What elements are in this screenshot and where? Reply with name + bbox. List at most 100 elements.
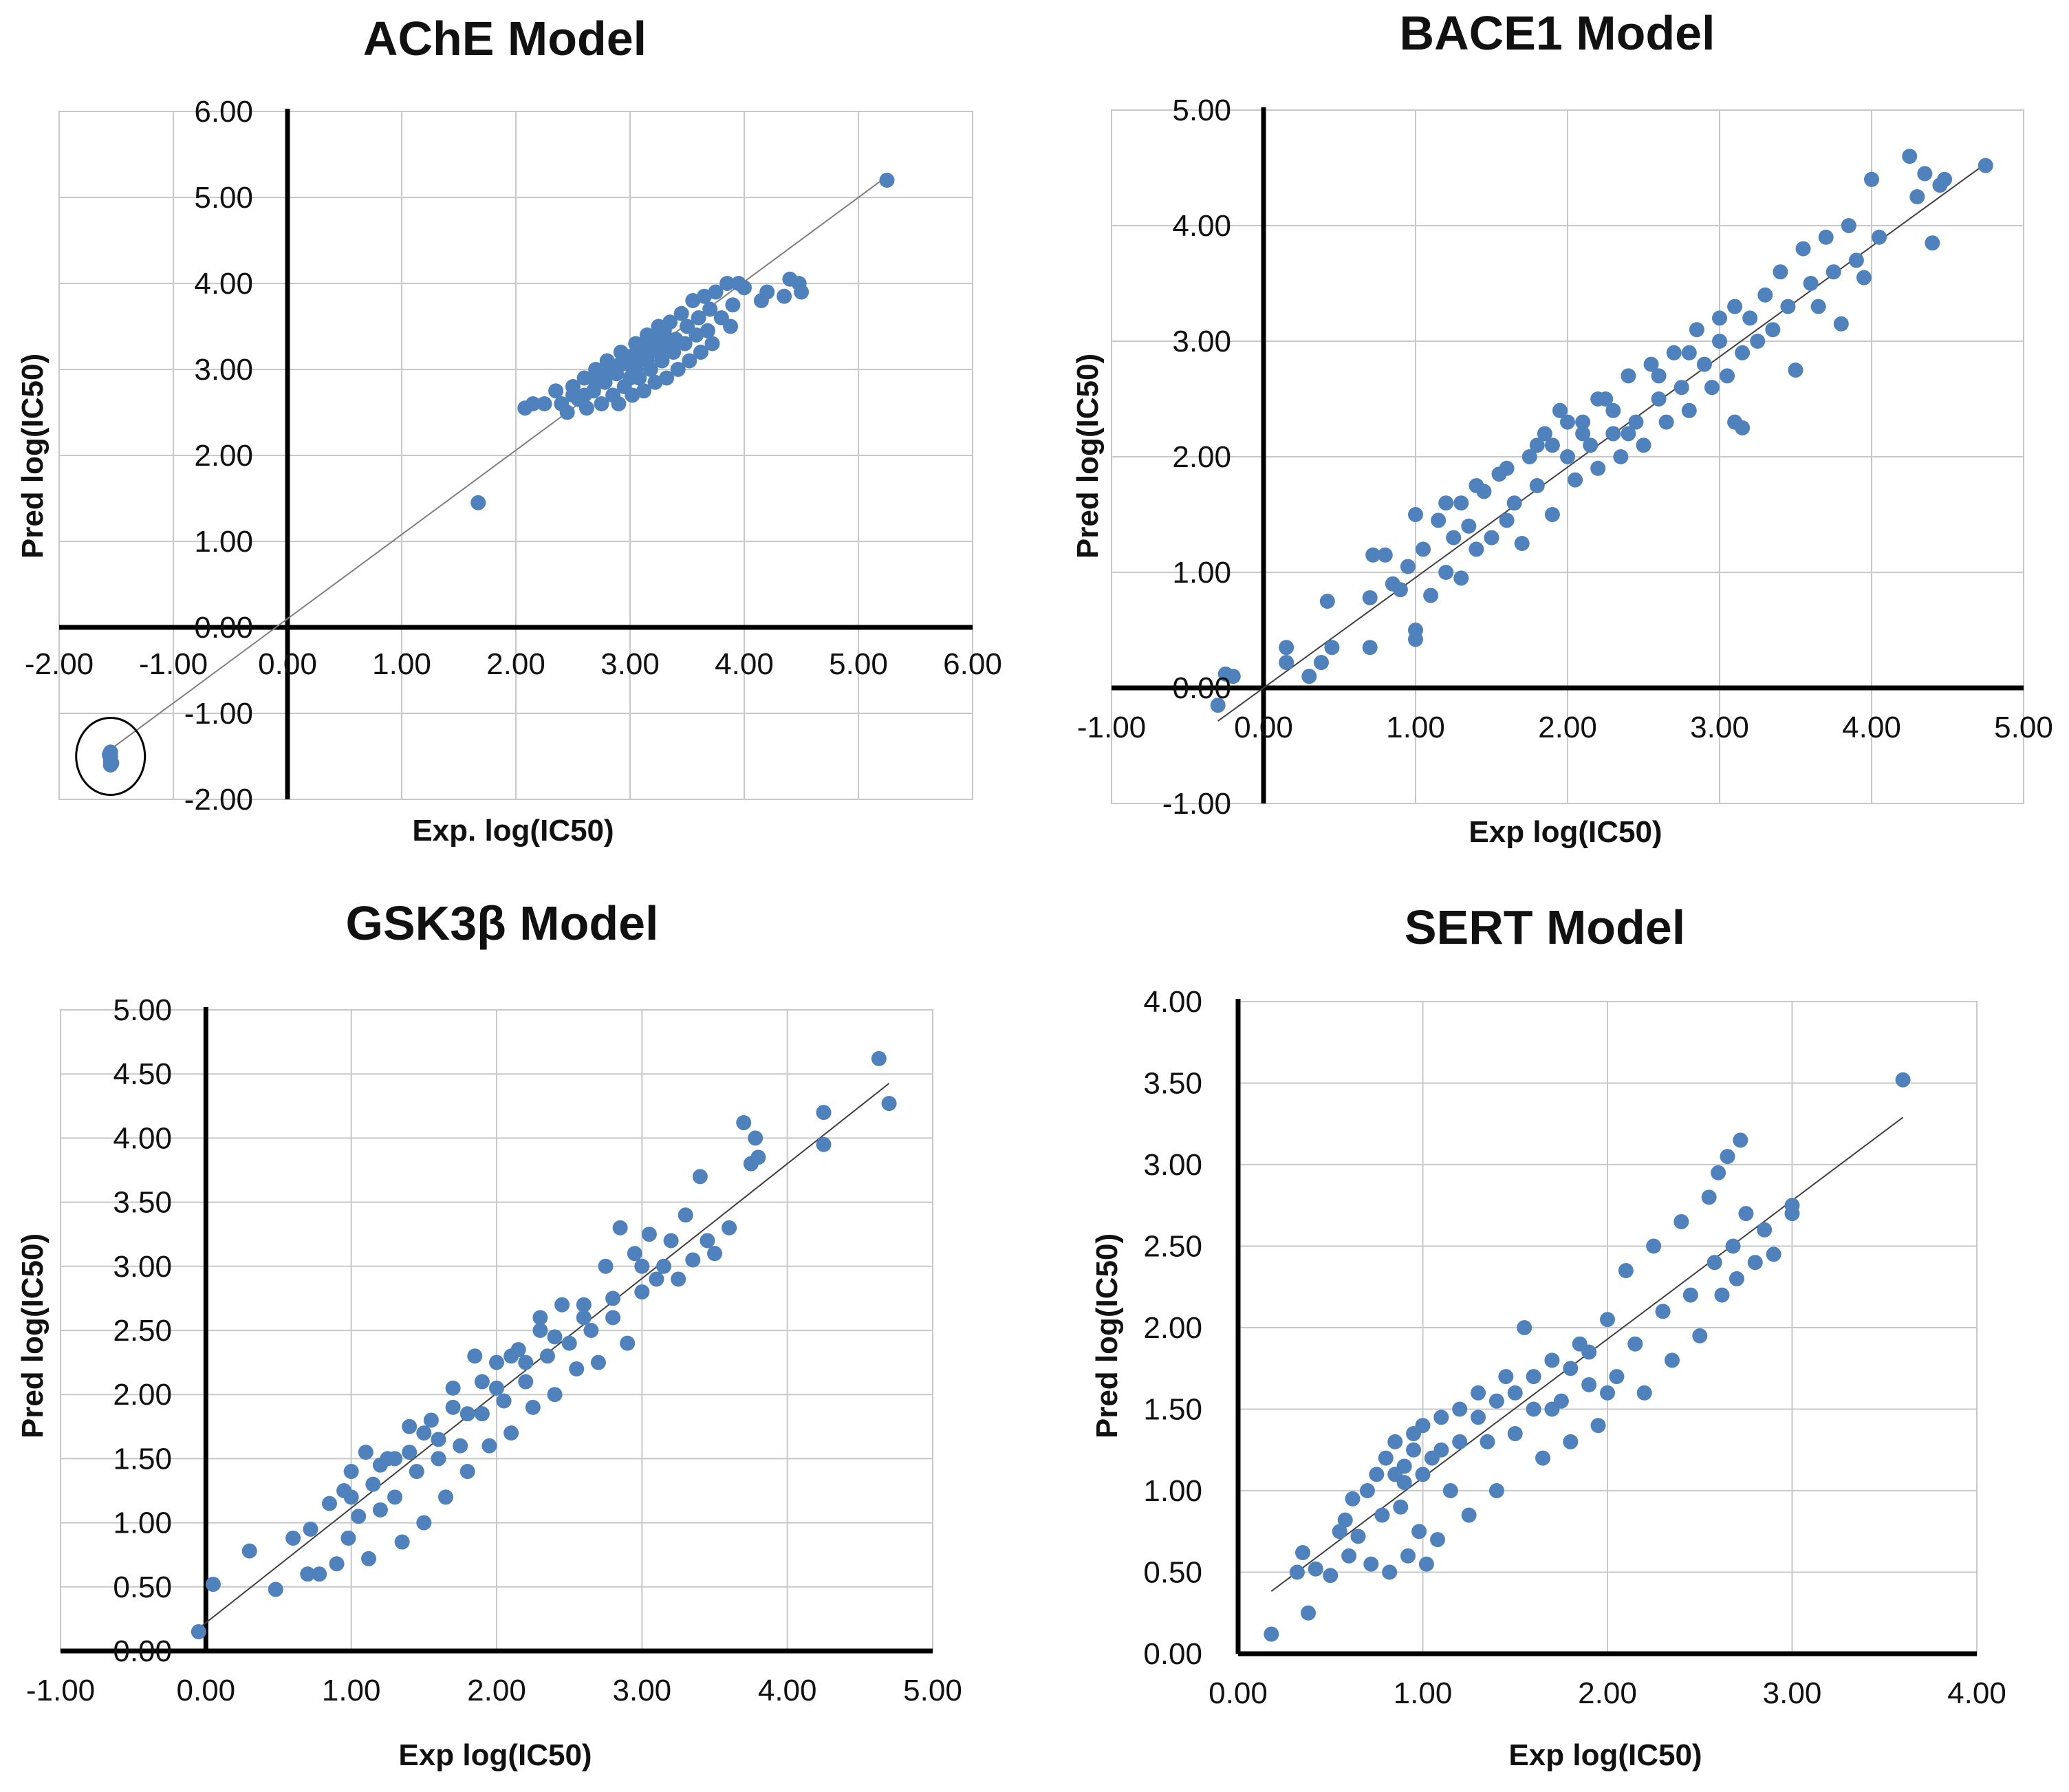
data-point: [1681, 345, 1697, 360]
data-point: [634, 1284, 650, 1300]
x-axis-label: Exp log(IC50): [1469, 815, 1662, 849]
data-point: [725, 297, 741, 313]
data-point: [537, 396, 552, 411]
data-point: [467, 1348, 483, 1364]
data-point: [1818, 229, 1834, 245]
data-point: [1488, 1393, 1504, 1409]
data-point: [445, 1380, 461, 1396]
y-tick-label: 3.00: [1143, 1148, 1202, 1182]
y-tick-label: 4.00: [194, 267, 253, 301]
y-tick-label: 2.00: [1172, 440, 1231, 474]
data-point: [1765, 322, 1781, 338]
data-point: [474, 1406, 490, 1422]
data-point: [691, 310, 706, 325]
data-point: [1750, 334, 1766, 349]
x-tick-label: 4.00: [1947, 1676, 2006, 1710]
data-point: [1544, 1352, 1560, 1368]
data-point: [1784, 1206, 1800, 1222]
data-point: [1725, 1238, 1741, 1254]
data-point: [700, 323, 715, 338]
data-point: [1453, 495, 1469, 511]
data-point: [416, 1425, 432, 1441]
data-point: [1909, 189, 1925, 204]
data-point: [1563, 1434, 1579, 1449]
y-tick-label: 2.00: [113, 1378, 172, 1412]
data-point: [1605, 402, 1621, 418]
data-point: [1666, 345, 1682, 360]
data-point: [532, 1310, 548, 1326]
data-point: [1742, 310, 1758, 326]
data-point: [569, 1361, 585, 1377]
data-point: [1766, 1246, 1781, 1262]
y-axis-label: Pred log(IC50): [16, 1233, 50, 1438]
data-point: [1583, 438, 1599, 453]
data-point: [470, 495, 486, 510]
highlight-circle: [75, 717, 147, 796]
data-point: [1415, 1467, 1431, 1482]
data-point: [431, 1451, 446, 1467]
data-point: [1406, 1442, 1422, 1458]
x-tick-label: -1.00: [139, 647, 208, 681]
x-tick-label: 6.00: [943, 647, 1002, 681]
data-point: [673, 305, 689, 321]
data-point: [1308, 1561, 1323, 1577]
data-point: [1712, 334, 1727, 349]
y-tick-label: 0.50: [1143, 1556, 1202, 1590]
data-point: [361, 1551, 377, 1566]
data-point: [633, 340, 649, 356]
data-point: [1651, 391, 1667, 407]
data-point: [1613, 449, 1629, 464]
data-point: [1535, 1450, 1551, 1466]
x-tick-label: -1.00: [26, 1674, 95, 1707]
data-point: [1937, 171, 1953, 187]
data-point: [1469, 541, 1484, 557]
data-point: [1529, 438, 1545, 453]
data-point: [685, 1252, 701, 1268]
data-point: [1350, 1529, 1366, 1544]
data-point: [1682, 1287, 1698, 1303]
y-axis-label: Pred log(IC50): [1090, 1233, 1124, 1438]
data-point: [1416, 541, 1431, 557]
x-tick-label: 2.00: [1578, 1676, 1637, 1710]
data-point: [693, 345, 708, 360]
data-point: [1689, 322, 1704, 338]
data-point: [737, 280, 752, 296]
data-point: [481, 1438, 497, 1454]
x-tick-label: 3.00: [1690, 711, 1749, 744]
data-point: [1369, 1467, 1385, 1482]
y-tick-label: 3.00: [194, 353, 253, 387]
data-point: [670, 362, 686, 377]
y-tick-label: 3.00: [113, 1250, 172, 1284]
data-point: [329, 1556, 345, 1572]
data-point: [1452, 1434, 1468, 1449]
data-point: [409, 1464, 424, 1480]
data-point: [696, 288, 712, 304]
y-tick-label: -1.00: [1162, 787, 1231, 821]
data-point: [459, 1464, 475, 1480]
data-point: [682, 353, 697, 369]
data-point: [1681, 402, 1697, 418]
data-point: [1544, 507, 1560, 522]
data-point: [453, 1438, 468, 1454]
x-axis-label: Exp log(IC50): [398, 1738, 592, 1772]
x-tick-label: 1.00: [322, 1674, 381, 1707]
data-point: [1621, 426, 1636, 442]
x-tick-label: 2.00: [467, 1674, 526, 1707]
data-point: [1323, 1568, 1339, 1584]
x-tick-label: 1.00: [372, 647, 431, 681]
data-point: [1362, 590, 1378, 605]
data-point: [1507, 1426, 1523, 1442]
data-point: [1210, 698, 1226, 713]
data-point: [459, 1406, 475, 1422]
x-tick-label: 5.00: [1994, 711, 2053, 744]
data-point: [1387, 1467, 1403, 1482]
data-point: [1362, 640, 1378, 656]
x-tick-label: 0.00: [1209, 1676, 1268, 1710]
data-point: [431, 1432, 446, 1447]
data-point: [656, 323, 672, 338]
data-point: [1408, 507, 1423, 522]
data-point: [1575, 414, 1591, 430]
data-point: [576, 1297, 592, 1313]
data-point: [1529, 478, 1545, 493]
data-point: [1544, 438, 1560, 453]
